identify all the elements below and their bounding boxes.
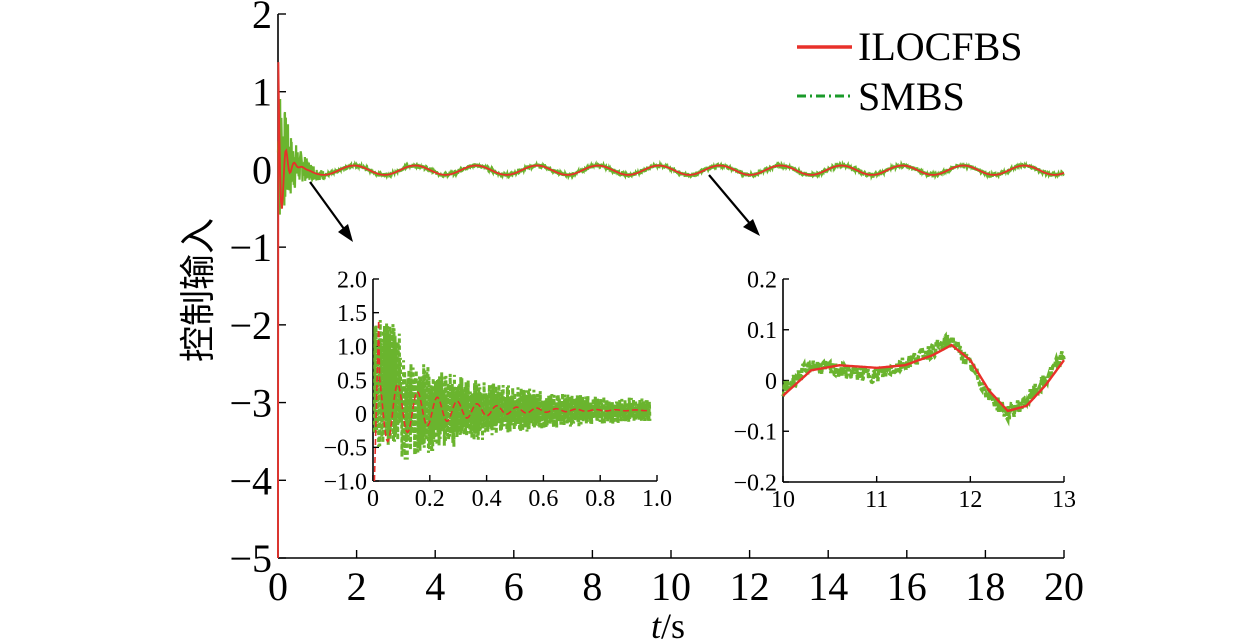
y-tick-label: −0.2 [733, 470, 777, 496]
x-tick-label: 13 [1052, 487, 1076, 513]
x-tick-label: 0.6 [528, 486, 558, 512]
y-tick-label: −2 [229, 303, 272, 348]
x-tick-label: 10 [771, 487, 795, 513]
arrow-left [309, 181, 348, 234]
arrow-left-head [338, 224, 353, 242]
y-tick-label: −0.5 [323, 436, 367, 462]
y-tick-label: 0 [765, 369, 777, 395]
y-tick-label: −3 [229, 381, 272, 426]
y-tick-label: 0.1 [747, 318, 777, 344]
legend-label-smbs: SMBS [858, 74, 965, 119]
y-tick-label: 0 [355, 402, 367, 428]
y-tick-label: 1 [252, 70, 272, 115]
x-tick-label: 0.8 [585, 486, 615, 512]
zoom-arrows [309, 174, 760, 242]
series-ilocfbs-inset-left [373, 320, 649, 482]
x-tick-label: 12 [730, 564, 770, 609]
x-tick-label: 4 [425, 564, 445, 609]
x-tick-label: 1.0 [642, 486, 672, 512]
y-tick-label: −1 [229, 225, 272, 270]
y-tick-label: 0.5 [337, 368, 367, 394]
x-tick-label: 10 [651, 564, 691, 609]
y-tick-label: −4 [229, 458, 272, 503]
y-tick-label: −1.0 [323, 469, 367, 495]
inset-left-plot: −1.0−0.500.51.01.52.00 0.2 0.4 0.6 0.8 1.0 [323, 267, 672, 512]
arrow-right [708, 174, 753, 227]
legend: ILOCFBS SMBS [797, 24, 1023, 119]
x-tick-label: 0.4 [472, 486, 502, 512]
y-tick-label: 0 [252, 147, 272, 192]
x-tick-label: 0 [367, 486, 379, 512]
x-tick-label: 0.2 [415, 486, 445, 512]
y-tick-label: −0.1 [733, 420, 777, 446]
inset-right-plot: −0.2 −0.1 0 0.1 0.2 10 11 12 13 [733, 267, 1076, 513]
x-tick-label: 0 [268, 564, 288, 609]
series-smbs-inset-left [372, 319, 652, 460]
x-tick-label: 18 [965, 564, 1005, 609]
x-tick-label: 12 [958, 487, 982, 513]
legend-label-ilocfbs: ILOCFBS [858, 24, 1023, 69]
x-tick-label: 14 [808, 564, 848, 609]
y-tick-label: 2.0 [337, 267, 367, 293]
x-tick-label: 2 [347, 564, 367, 609]
series-smbs-inset-right [781, 331, 1066, 427]
series-ilocfbs-inset-right [782, 343, 1065, 413]
y-axis-label: 控制输入 [178, 218, 219, 362]
y-tick-label: 0.2 [747, 267, 777, 293]
x-tick-label: 11 [865, 487, 888, 513]
series-ilocfbs-main [277, 62, 1065, 559]
x-tick-label: 6 [504, 564, 524, 609]
x-tick-label: 16 [887, 564, 927, 609]
x-tick-label: 20 [1044, 564, 1084, 609]
y-tick-label: −5 [229, 536, 272, 581]
x-axis-label: t/s [651, 606, 685, 640]
arrow-right-head [743, 219, 760, 236]
x-tick-label: 8 [582, 564, 602, 609]
y-tick-label: 1.0 [337, 335, 367, 361]
y-tick-label: 2 [252, 0, 272, 37]
y-tick-label: 1.5 [337, 301, 367, 327]
